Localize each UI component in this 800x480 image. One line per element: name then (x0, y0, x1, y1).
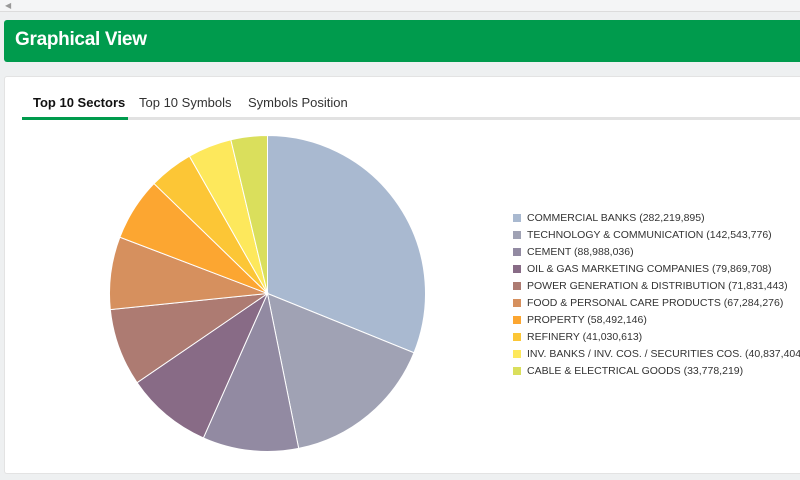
tab-top-10-symbols[interactable]: Top 10 Symbols (139, 95, 232, 110)
legend-item[interactable]: PROPERTY (58,492,146) (513, 311, 800, 328)
pie-slice-cement[interactable] (202, 291, 300, 452)
page-title: Graphical View (15, 29, 147, 50)
graphical-view-header: Graphical View (4, 20, 800, 62)
legend-swatch (513, 349, 521, 358)
legend-item[interactable]: CABLE & ELECTRICAL GOODS (33,778,219) (513, 362, 800, 379)
legend-item[interactable]: OIL & GAS MARKETING COMPANIES (79,869,70… (513, 260, 800, 277)
legend-swatch (513, 264, 521, 273)
pie-slice-cable-electrical-goods[interactable] (230, 134, 268, 294)
legend-label: CABLE & ELECTRICAL GOODS (33,778,219) (527, 364, 744, 377)
legend-label: CEMENT (88,988,036) (527, 245, 634, 258)
pie-slice-commercial-banks[interactable] (267, 134, 426, 354)
legend-label: COMMERCIAL BANKS (282,219,895) (527, 211, 705, 224)
legend-label: PROPERTY (58,492,146) (527, 313, 647, 326)
legend-item[interactable]: TECHNOLOGY & COMMUNICATION (142,543,776) (513, 226, 800, 243)
legend-swatch (513, 213, 521, 222)
tab-top-10-sectors[interactable]: Top 10 Sectors (33, 95, 126, 110)
legend-swatch (513, 366, 521, 375)
legend-item[interactable]: INV. BANKS / INV. COS. / SECURITIES COS.… (513, 345, 800, 362)
legend-item[interactable]: POWER GENERATION & DISTRIBUTION (71,831,… (513, 277, 800, 294)
chart-tabs: Top 10 Sectors Top 10 Symbols Symbols Po… (22, 91, 800, 120)
legend-label: POWER GENERATION & DISTRIBUTION (71,831,… (527, 279, 788, 292)
legend-item[interactable]: REFINERY (41,030,613) (513, 328, 800, 345)
legend-label: OIL & GAS MARKETING COMPANIES (79,869,70… (527, 262, 772, 275)
sector-pie-chart (109, 134, 426, 452)
legend-swatch (513, 281, 521, 290)
legend-swatch (513, 247, 521, 256)
chart-legend: COMMERCIAL BANKS (282,219,895) TECHNOLOGY… (513, 209, 800, 379)
pie-slice-technology-communication[interactable] (266, 292, 415, 449)
legend-swatch (513, 298, 521, 307)
scroll-left-icon[interactable]: ◀ (5, 1, 12, 10)
active-tab-indicator (22, 117, 128, 120)
legend-swatch (513, 315, 521, 324)
top-scroll-strip: ◀ (0, 0, 800, 12)
legend-label: TECHNOLOGY & COMMUNICATION (142,543,776) (527, 228, 772, 241)
legend-label: INV. BANKS / INV. COS. / SECURITIES COS.… (527, 347, 800, 360)
legend-item[interactable]: FOOD & PERSONAL CARE PRODUCTS (67,284,27… (513, 294, 800, 311)
legend-label: FOOD & PERSONAL CARE PRODUCTS (67,284,27… (527, 296, 784, 309)
legend-item[interactable]: CEMENT (88,988,036) (513, 243, 800, 260)
pie-slice-oil-gas-marketing-companies[interactable] (136, 292, 269, 439)
tab-symbols-position[interactable]: Symbols Position (248, 95, 348, 110)
legend-label: REFINERY (41,030,613) (527, 330, 643, 343)
legend-item[interactable]: COMMERCIAL BANKS (282,219,895) (513, 209, 800, 226)
legend-swatch (513, 230, 521, 239)
chart-card: Top 10 Sectors Top 10 Symbols Symbols Po… (4, 76, 800, 474)
legend-swatch (513, 332, 521, 341)
